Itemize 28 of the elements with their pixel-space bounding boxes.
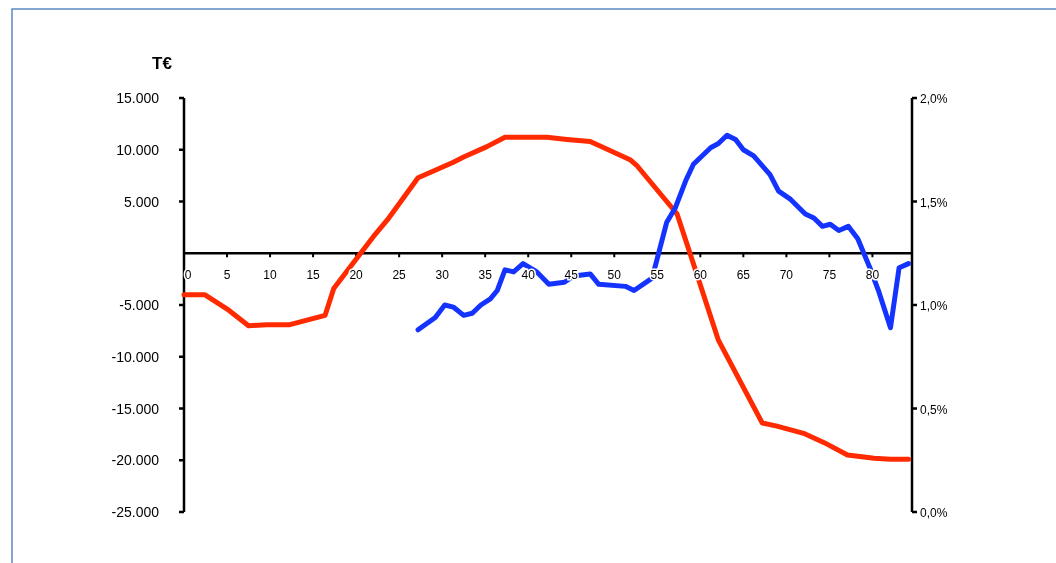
x-tick-label: 70 <box>779 268 794 283</box>
y2-tick-label: 1,5% <box>920 195 948 210</box>
x-tick-label: 35 <box>478 268 493 283</box>
x-tick-label: 25 <box>392 268 407 283</box>
y2-tick-label: 0,5% <box>920 402 948 417</box>
x-tick-label: 40 <box>521 268 536 283</box>
y-tick-label: 5.000 <box>123 193 160 210</box>
x-tick-label: 45 <box>564 268 579 283</box>
y2-tick-label: 1,0% <box>920 299 948 313</box>
x-tick-label: 50 <box>607 268 622 283</box>
y-tick-label: -15.000 <box>111 400 160 417</box>
y-tick-label: -20.000 <box>111 452 160 469</box>
y2-tick-label: 2,0% <box>920 92 948 106</box>
x-tick-label: 0 <box>184 268 192 283</box>
x-tick-label: 20 <box>349 268 364 283</box>
x-tick-label: 30 <box>435 268 450 283</box>
y-tick-label: 15.000 <box>116 90 160 106</box>
x-tick-label: 15 <box>306 268 321 283</box>
x-tick-label: 75 <box>822 268 837 283</box>
y-tick-label: -5.000 <box>119 297 160 313</box>
y-tick-label: -25.000 <box>111 504 160 520</box>
y2-tick-label: 0,0% <box>920 506 948 520</box>
x-tick-label: 5 <box>223 268 231 283</box>
x-tick-label: 65 <box>736 268 751 283</box>
y-tick-label: 10.000 <box>116 141 160 158</box>
y-axis-title: T€ <box>152 54 173 73</box>
x-tick-label: 10 <box>263 268 278 283</box>
y-tick-label: -10.000 <box>111 348 160 365</box>
